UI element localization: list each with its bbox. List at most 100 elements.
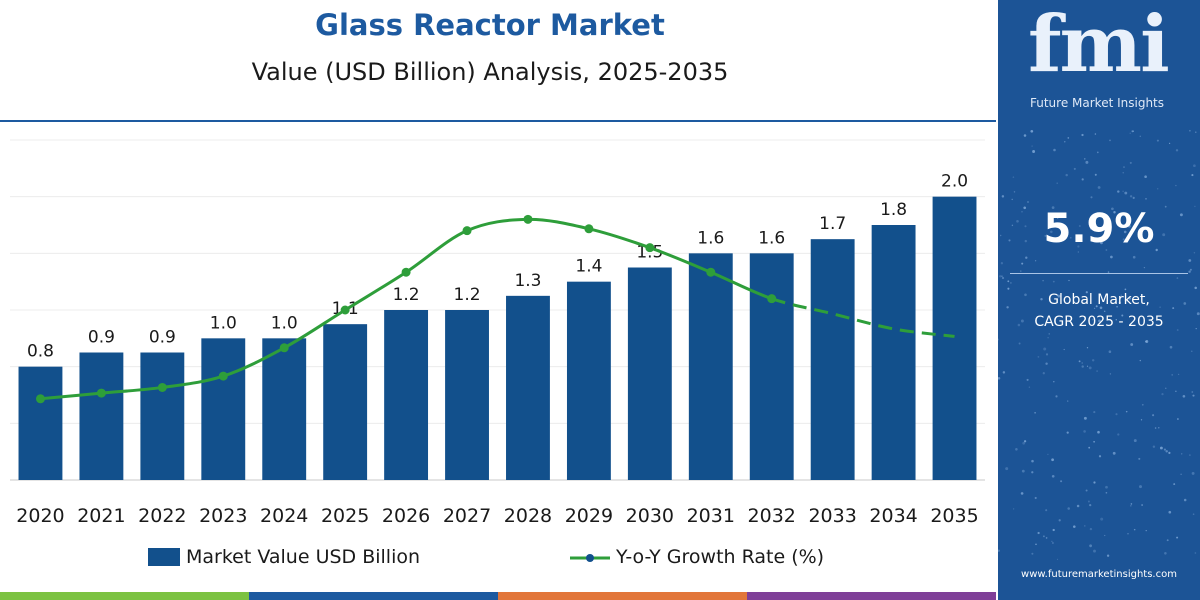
texture-dot [1021, 469, 1025, 473]
texture-dot [1102, 225, 1104, 227]
texture-dot [1020, 492, 1024, 495]
texture-dot [1007, 287, 1010, 290]
texture-dot [1106, 554, 1110, 557]
texture-dot [1193, 252, 1196, 254]
texture-dot [1051, 540, 1053, 542]
texture-dot [1143, 266, 1146, 269]
bar-value-label-2022: 0.9 [149, 328, 176, 348]
x-tick-label-2025: 2025 [321, 505, 369, 527]
texture-dot [1026, 378, 1029, 381]
bar-2029 [566, 281, 611, 480]
texture-dot [1132, 255, 1136, 259]
texture-dot [1165, 450, 1168, 453]
texture-dot [1161, 393, 1164, 396]
texture-dot [1022, 441, 1026, 445]
chart-title: Glass Reactor Market [315, 8, 665, 42]
bar-2031 [688, 253, 733, 480]
texture-dot [998, 549, 1000, 552]
texture-dot [1111, 207, 1114, 211]
texture-dot [1195, 131, 1197, 133]
texture-dot [1084, 525, 1086, 527]
texture-dot [1085, 489, 1088, 492]
texture-dot [1115, 319, 1117, 321]
texture-dot [1183, 498, 1187, 502]
texture-dot [1130, 505, 1132, 507]
texture-dot [1139, 359, 1141, 362]
texture-dot [1081, 133, 1084, 137]
texture-dot [1031, 459, 1034, 463]
texture-dot [1180, 473, 1182, 475]
texture-dot [1164, 205, 1167, 208]
texture-dot [1138, 457, 1141, 460]
texture-dot [1093, 481, 1096, 484]
texture-dot [999, 275, 1002, 278]
texture-dot [1024, 239, 1028, 243]
texture-dot [1122, 172, 1124, 174]
texture-dot [1050, 230, 1053, 234]
texture-dot [1083, 416, 1087, 420]
sidebar-dot-pattern [998, 129, 1200, 561]
x-tick-label-2021: 2021 [77, 505, 125, 527]
texture-dot [1141, 403, 1144, 406]
texture-dot [1089, 503, 1092, 507]
texture-dot [1034, 260, 1037, 262]
texture-dot [1127, 533, 1129, 535]
texture-dot [1192, 513, 1195, 516]
texture-dot [1188, 270, 1191, 273]
texture-dot [1109, 139, 1111, 142]
growth-point-2026 [401, 267, 411, 277]
texture-dot [1089, 527, 1093, 531]
texture-dot [1052, 280, 1055, 283]
texture-dot [1117, 190, 1120, 193]
texture-dot [1001, 276, 1005, 280]
texture-dot [1001, 195, 1005, 198]
x-tick-label-2033: 2033 [808, 505, 856, 527]
bar-value-label-2026: 1.2 [393, 285, 420, 305]
texture-dot [1156, 139, 1159, 142]
texture-dot [1196, 312, 1200, 316]
bar-2025 [323, 324, 368, 480]
texture-dot [1052, 528, 1055, 532]
texture-dot [1171, 374, 1174, 376]
texture-dot [1129, 195, 1133, 198]
cagr-value: 5.9% [1043, 206, 1155, 252]
texture-dot [1099, 306, 1103, 310]
texture-dot [1133, 439, 1137, 443]
legend-line-swatch [570, 554, 610, 562]
texture-dot [1094, 236, 1097, 239]
texture-dot [1194, 286, 1197, 290]
texture-dot [1177, 373, 1180, 376]
texture-dot [1164, 552, 1167, 555]
logo-tagline: Future Market Insights [1030, 96, 1165, 110]
texture-dot [1168, 142, 1171, 145]
texture-dot [1040, 297, 1043, 301]
texture-dot [1065, 173, 1068, 177]
texture-dot [1095, 305, 1098, 308]
texture-dot [1130, 503, 1133, 505]
texture-dot [1089, 544, 1092, 548]
texture-dot [1073, 167, 1076, 170]
cagr-divider [1010, 273, 1188, 274]
bar-2028 [506, 295, 550, 480]
texture-dot [1077, 251, 1079, 253]
texture-dot [1195, 327, 1197, 330]
x-tick-label-2034: 2034 [869, 505, 917, 527]
header-divider [0, 120, 996, 122]
bar-2024 [262, 338, 307, 480]
texture-dot [1128, 297, 1132, 300]
texture-dot [1191, 391, 1194, 393]
texture-dot [1020, 270, 1022, 272]
texture-dot [1127, 224, 1131, 228]
texture-dot [1069, 236, 1072, 239]
texture-dot [1132, 130, 1134, 132]
texture-dot [1096, 151, 1099, 154]
texture-dot [1091, 359, 1095, 362]
texture-dot [1011, 224, 1014, 227]
texture-dot [1085, 291, 1088, 294]
growth-point-2021 [96, 388, 106, 398]
texture-dot [1145, 340, 1149, 343]
texture-dot [1163, 448, 1166, 451]
texture-dot [1122, 238, 1125, 241]
texture-dot [1075, 236, 1078, 239]
texture-dot [1067, 137, 1070, 139]
